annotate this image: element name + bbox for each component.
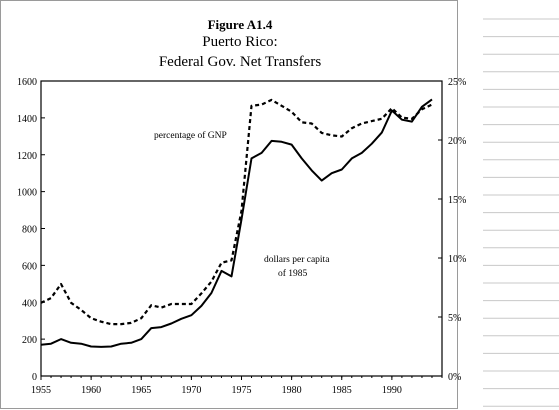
series-line-dollars-per-capita: [40, 98, 433, 348]
axes: 0 200 400 600 800 1000 1200 1400 1600 0% 5% 10% 15% 2…: [17, 77, 466, 396]
x-tick-label: 1985: [332, 385, 352, 396]
y-left-tick-label: 800: [22, 225, 37, 236]
x-tick-label: 1955: [31, 385, 51, 396]
x-tick-label: 1960: [81, 385, 101, 396]
x-tick-label: 1965: [131, 385, 151, 396]
y-left-tick-label: 0: [32, 372, 37, 383]
chart-frame: [0, 0, 458, 409]
y-left-tick-label: 400: [22, 298, 37, 309]
y-left-tick-label: 1600: [17, 77, 37, 88]
x-tick-label: 1970: [181, 385, 201, 396]
spreadsheet-gridlines: [483, 18, 559, 407]
series-label-dollars-line1: dollars per capita: [264, 255, 330, 265]
series-line-percent-gnp: [40, 98, 433, 326]
series-label-percent-gnp: percentage of GNP: [154, 130, 227, 141]
y-left-tick-label: 1000: [17, 188, 37, 199]
y-right-tick-label: 5%: [448, 313, 461, 324]
y-right-tick-label: 15%: [448, 195, 466, 206]
series-labels: percentage of GNP dollars per capita of 19…: [154, 130, 330, 279]
series-layer: [40, 98, 433, 348]
y-right-tick-label: 25%: [448, 77, 466, 88]
x-tick-label: 1990: [382, 385, 402, 396]
y-left-tick-label: 200: [22, 335, 37, 346]
x-tick-label: 1975: [232, 385, 252, 396]
x-tick-label: 1980: [282, 385, 302, 396]
y-right-tick-label: 10%: [448, 254, 466, 265]
figure-label: Figure A1.4: [207, 17, 273, 32]
y-left-tick-label: 1400: [17, 114, 37, 125]
y-left-tick-label: 600: [22, 261, 37, 272]
y-right-tick-label: 0%: [448, 372, 461, 383]
chart-title-line2: Federal Gov. Net Transfers: [158, 54, 322, 70]
y-right-tick-label: 20%: [448, 136, 466, 147]
plot-area-border: [40, 80, 443, 377]
chart-title-line1: Puerto Rico:: [202, 34, 278, 50]
series-label-dollars-line2: of 1985: [278, 268, 308, 279]
y-left-tick-label: 1200: [17, 151, 37, 162]
